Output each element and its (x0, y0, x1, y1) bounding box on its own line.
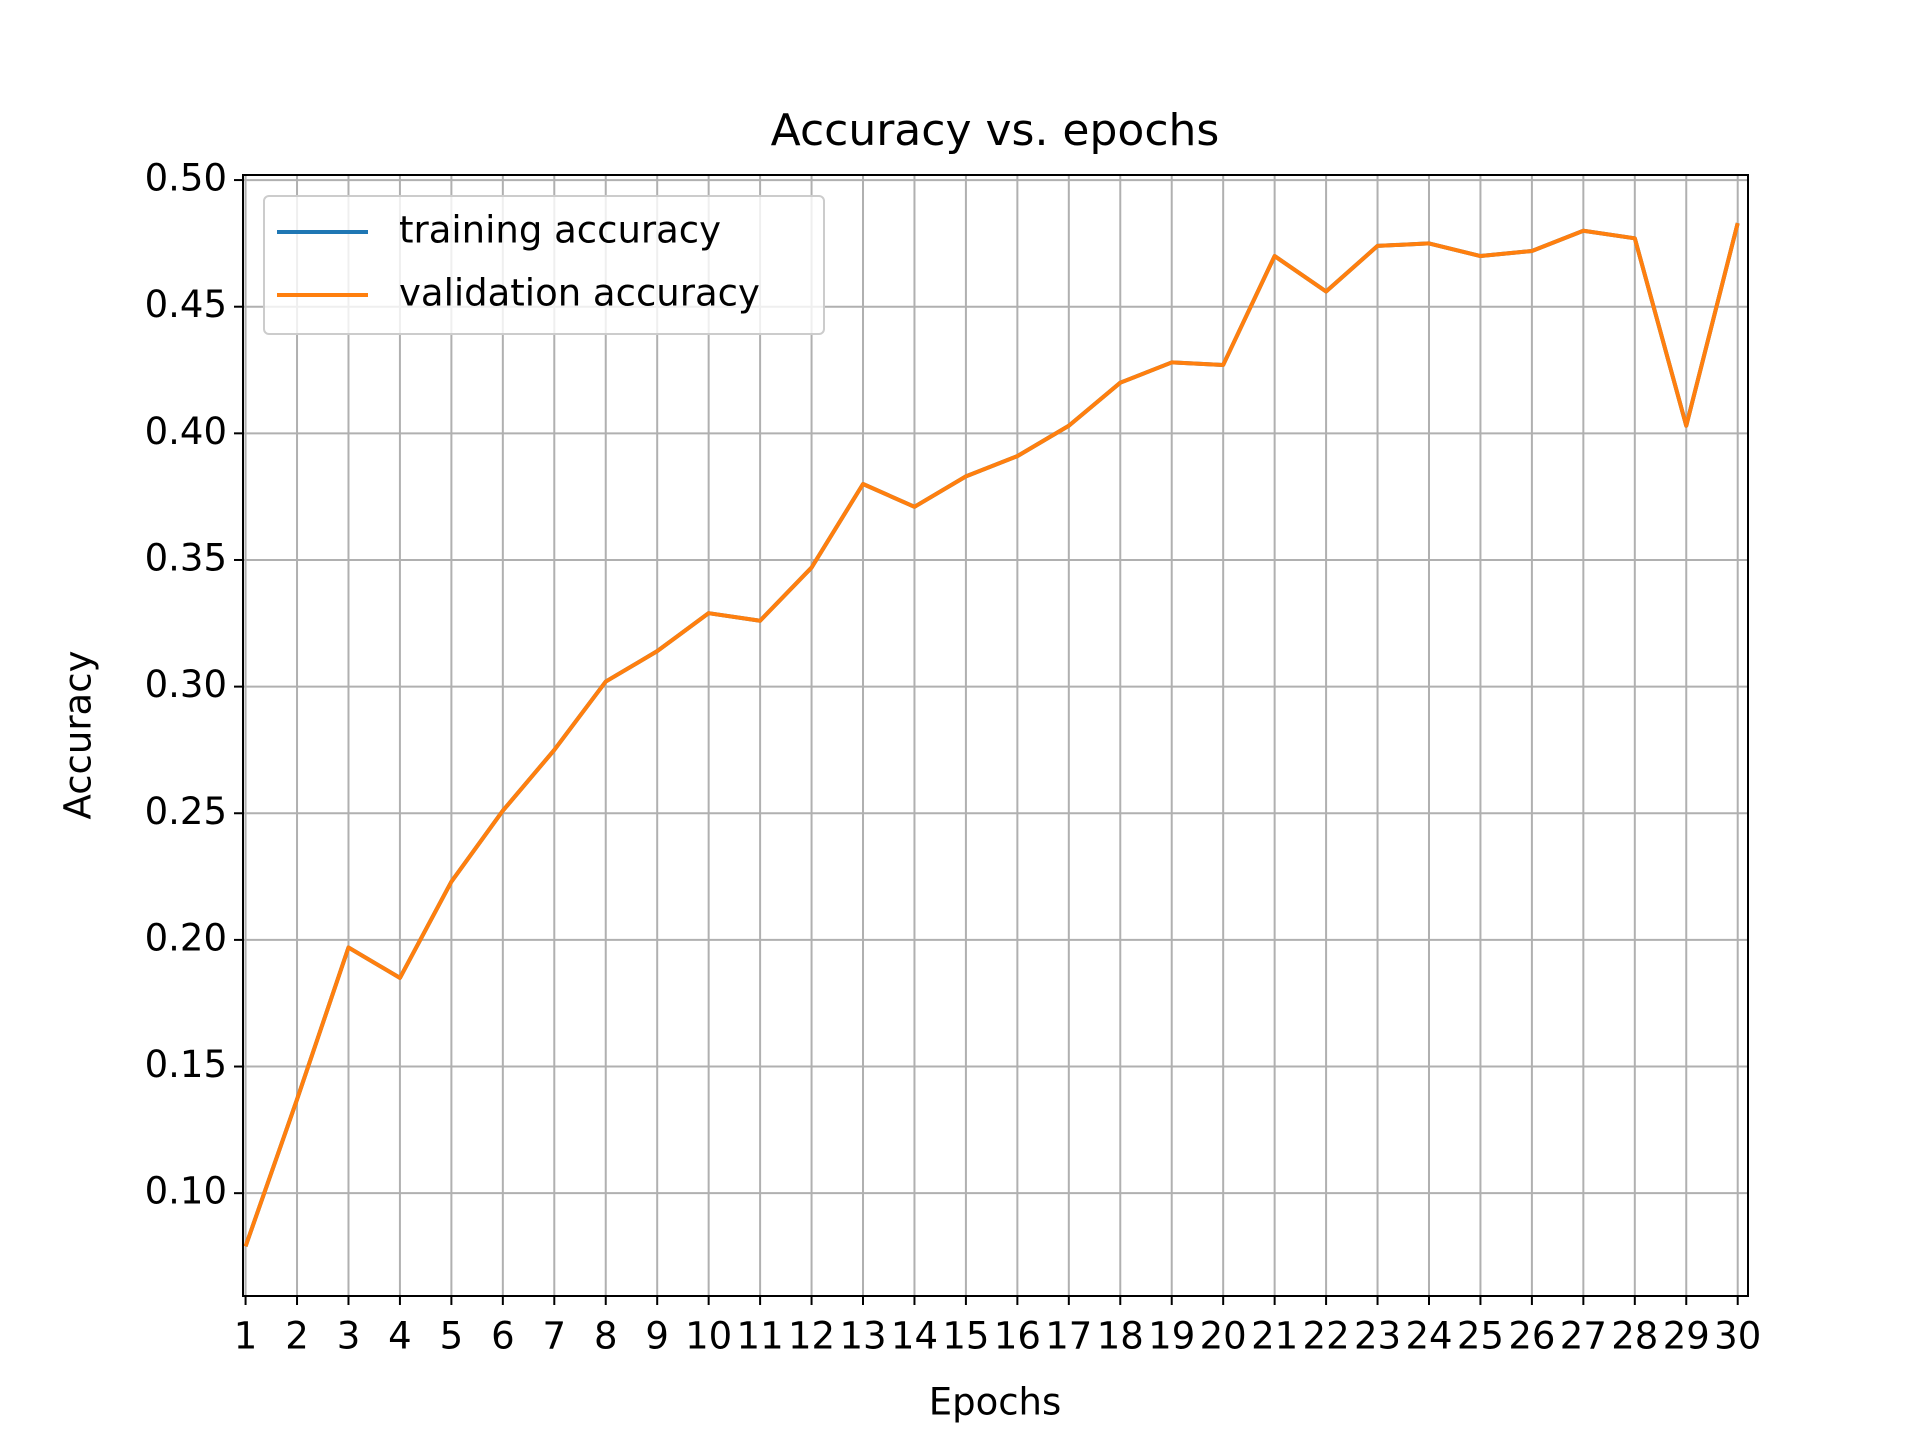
x-tick-label: 16 (994, 1315, 1041, 1358)
legend-label: training accuracy (399, 209, 721, 252)
x-tick-label: 30 (1714, 1315, 1761, 1358)
x-tick-label: 2 (285, 1315, 309, 1358)
y-tick-label: 0.50 (145, 157, 227, 200)
x-tick-label: 17 (1045, 1315, 1092, 1358)
x-tick-label: 3 (337, 1315, 361, 1358)
y-tick-label: 0.25 (145, 790, 227, 833)
y-tick-label: 0.10 (145, 1170, 227, 1213)
x-tick-label: 21 (1251, 1315, 1298, 1358)
x-tick-label: 29 (1663, 1315, 1710, 1358)
y-tick-label: 0.45 (145, 283, 227, 326)
x-tick-label: 6 (491, 1315, 515, 1358)
x-axis-label: Epochs (929, 1381, 1062, 1424)
legend-label: validation accuracy (399, 272, 760, 315)
x-tick-label: 28 (1611, 1315, 1658, 1358)
x-tick-label: 7 (543, 1315, 567, 1358)
y-tick-label: 0.20 (145, 916, 227, 959)
plot-frame (242, 174, 1749, 1297)
data-line (243, 222, 1740, 1248)
x-tick-label: 19 (1148, 1315, 1195, 1358)
x-tick-label: 11 (737, 1315, 784, 1358)
legend-box (263, 195, 825, 335)
x-tick-label: 10 (685, 1315, 732, 1358)
data-line (243, 222, 1740, 1248)
x-tick-label: 18 (1097, 1315, 1144, 1358)
x-tick-label: 12 (788, 1315, 835, 1358)
x-tick-label: 26 (1508, 1315, 1555, 1358)
x-tick-label: 15 (942, 1315, 989, 1358)
x-tick-label: 23 (1354, 1315, 1401, 1358)
x-tick-label: 20 (1200, 1315, 1247, 1358)
x-tick-label: 4 (388, 1315, 412, 1358)
x-tick-label: 27 (1560, 1315, 1607, 1358)
x-tick-label: 22 (1303, 1315, 1350, 1358)
y-tick-label: 0.35 (145, 536, 227, 579)
y-tick-label: 0.40 (145, 410, 227, 453)
x-tick-label: 9 (645, 1315, 669, 1358)
x-tick-label: 5 (440, 1315, 464, 1358)
x-tick-label: 25 (1457, 1315, 1504, 1358)
chart-title: Accuracy vs. epochs (771, 105, 1220, 156)
x-tick-label: 24 (1405, 1315, 1452, 1358)
x-tick-label: 14 (891, 1315, 938, 1358)
y-tick-label: 0.15 (145, 1043, 227, 1086)
x-tick-label: 13 (839, 1315, 886, 1358)
y-tick-label: 0.30 (145, 663, 227, 706)
x-tick-label: 1 (234, 1315, 258, 1358)
x-tick-label: 8 (594, 1315, 618, 1358)
y-axis-label: Accuracy (57, 651, 100, 820)
